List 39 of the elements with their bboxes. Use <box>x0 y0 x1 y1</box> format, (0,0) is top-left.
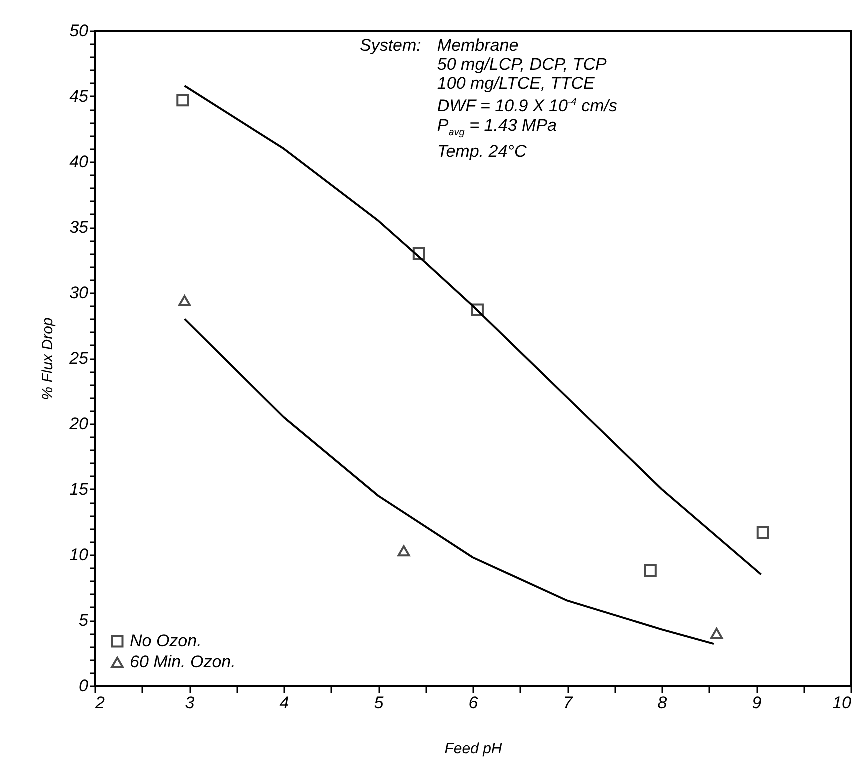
point <box>178 295 192 306</box>
point <box>644 564 657 577</box>
y-tick-label: 40 <box>70 152 90 172</box>
y-tick-label: 0 <box>79 676 90 696</box>
y-tick-label: 25 <box>68 349 90 368</box>
x-tick-label: 8 <box>658 694 668 712</box>
y-tick-label: 15 <box>70 480 90 499</box>
annotation: Membrane <box>437 36 520 55</box>
x-tick-label: 5 <box>374 694 384 712</box>
x-tick-label: 7 <box>563 694 574 712</box>
y-tick-label: 45 <box>70 87 90 106</box>
x-axis-title: Feed pH <box>444 740 502 758</box>
annotation: DWF = 10.9 X 10$^{-4}$ cm/s <box>437 96 618 116</box>
x-tick-label: 3 <box>185 694 196 712</box>
y-tick-label: 50 <box>70 22 90 40</box>
x-tick-label: 6 <box>468 694 479 712</box>
y-tick-label: 35 <box>70 218 90 237</box>
x-tick-label: 4 <box>280 694 290 712</box>
legend-label: No Ozon. <box>130 632 202 650</box>
y-tick-label: 30 <box>70 284 90 302</box>
annotation: P$_{avg}$ = 1.43 MPa <box>437 116 558 140</box>
x-tick-label: 2 <box>94 694 106 712</box>
x-tick-label: 9 <box>752 694 762 712</box>
annotation: Temp. 24°C <box>437 142 528 162</box>
point <box>176 94 190 107</box>
annotation: 100 mg/LTCE, TTCE <box>437 74 596 93</box>
x-tick-label: 10 <box>832 694 852 712</box>
annotation: 50 mg/LCP, DCP, TCP <box>437 55 608 74</box>
y-tick-label: 10 <box>70 546 90 564</box>
y-axis-title: % Flux Drop <box>40 318 57 400</box>
point <box>710 628 724 640</box>
point <box>398 546 410 557</box>
y-tick-label: 5 <box>79 611 90 630</box>
annotation: System: <box>360 36 422 55</box>
point <box>412 247 426 260</box>
point <box>471 304 484 316</box>
y-tick-label: 20 <box>68 414 90 434</box>
legend-label: 60 Min. Ozon. <box>130 652 236 672</box>
point <box>756 526 770 539</box>
